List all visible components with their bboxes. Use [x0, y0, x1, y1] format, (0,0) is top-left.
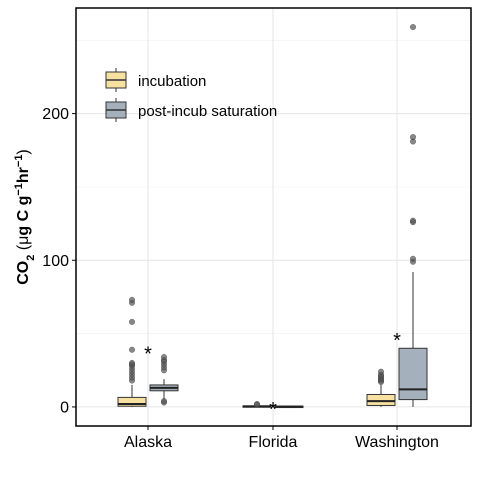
y-axis-label-exp1: −1 — [13, 183, 25, 196]
y-axis-label-main: CO — [15, 261, 32, 285]
box-incubation-alaska-outlier — [128, 359, 136, 366]
significance-marker-alaska: * — [144, 343, 152, 365]
box-incubation-washington — [366, 368, 396, 407]
box-post-incub-saturation-florida — [274, 405, 304, 409]
x-tick-label-washington: Washington — [355, 434, 439, 451]
y-tick-label: 100 — [42, 253, 69, 270]
box-post-incub-saturation-washington-iqr — [398, 347, 428, 401]
legend: incubation post-incub saturation — [105, 68, 277, 122]
box-incubation-washington-outlier — [377, 368, 385, 375]
box-post-incub-saturation-alaska — [149, 354, 179, 406]
box-layer — [117, 24, 428, 409]
box-incubation-washington-iqr — [366, 393, 396, 406]
significance-marker-washington: * — [393, 330, 401, 352]
y-axis-label: CO2 (μg C g−1hr−1) — [13, 149, 37, 285]
legend-label-post-incub-saturation: post-incub saturation — [138, 103, 277, 120]
y-axis-label-prefix: ( — [15, 244, 32, 254]
box-post-incub-saturation-alaska-outlier — [160, 398, 168, 405]
y-axis-label-unit-b: hr — [15, 167, 32, 183]
x-tick-label-alaska: Alaska — [124, 434, 172, 451]
box-incubation-alaska-iqr — [117, 396, 147, 407]
box-incubation-alaska-outlier — [128, 318, 136, 325]
box-incubation-alaska — [117, 296, 147, 407]
legend-item-incubation: incubation — [105, 68, 206, 92]
y-axis-label-mu: μ — [15, 236, 32, 245]
grid-lines — [76, 8, 471, 426]
box-post-incub-saturation-alaska-outlier — [160, 354, 168, 361]
y-axis-label-exp2: −1 — [13, 155, 25, 168]
box-incubation-alaska-outlier — [128, 346, 136, 353]
box-post-incub-saturation-washington-outlier — [409, 134, 417, 141]
box-incubation-florida-outlier — [253, 400, 261, 408]
box-incubation-florida — [242, 400, 272, 408]
y-axis-label-subscript: 2 — [25, 255, 37, 261]
y-axis-label-unit-a: g C g — [15, 196, 32, 236]
significance-marker-florida: * — [269, 399, 277, 421]
y-axis-label-close: ) — [15, 149, 32, 154]
box-post-incub-saturation-washington-outlier — [409, 255, 417, 262]
box-post-incub-saturation-washington — [398, 24, 428, 407]
legend-item-post-incub-saturation: post-incub saturation — [105, 98, 277, 122]
box-post-incub-saturation-washington-outlier — [409, 24, 417, 31]
annotation-layer: * * * — [144, 330, 401, 421]
x-tick-label-florida: Florida — [249, 434, 298, 451]
box-incubation-alaska-outlier — [128, 296, 136, 303]
legend-label-incubation: incubation — [138, 73, 206, 90]
y-tick-label: 0 — [60, 399, 69, 416]
axis-layer: 0 100 200 Alaska Florida Washington — [42, 106, 439, 451]
y-tick-label: 200 — [42, 106, 69, 123]
box-post-incub-saturation-washington-outlier — [409, 217, 417, 224]
